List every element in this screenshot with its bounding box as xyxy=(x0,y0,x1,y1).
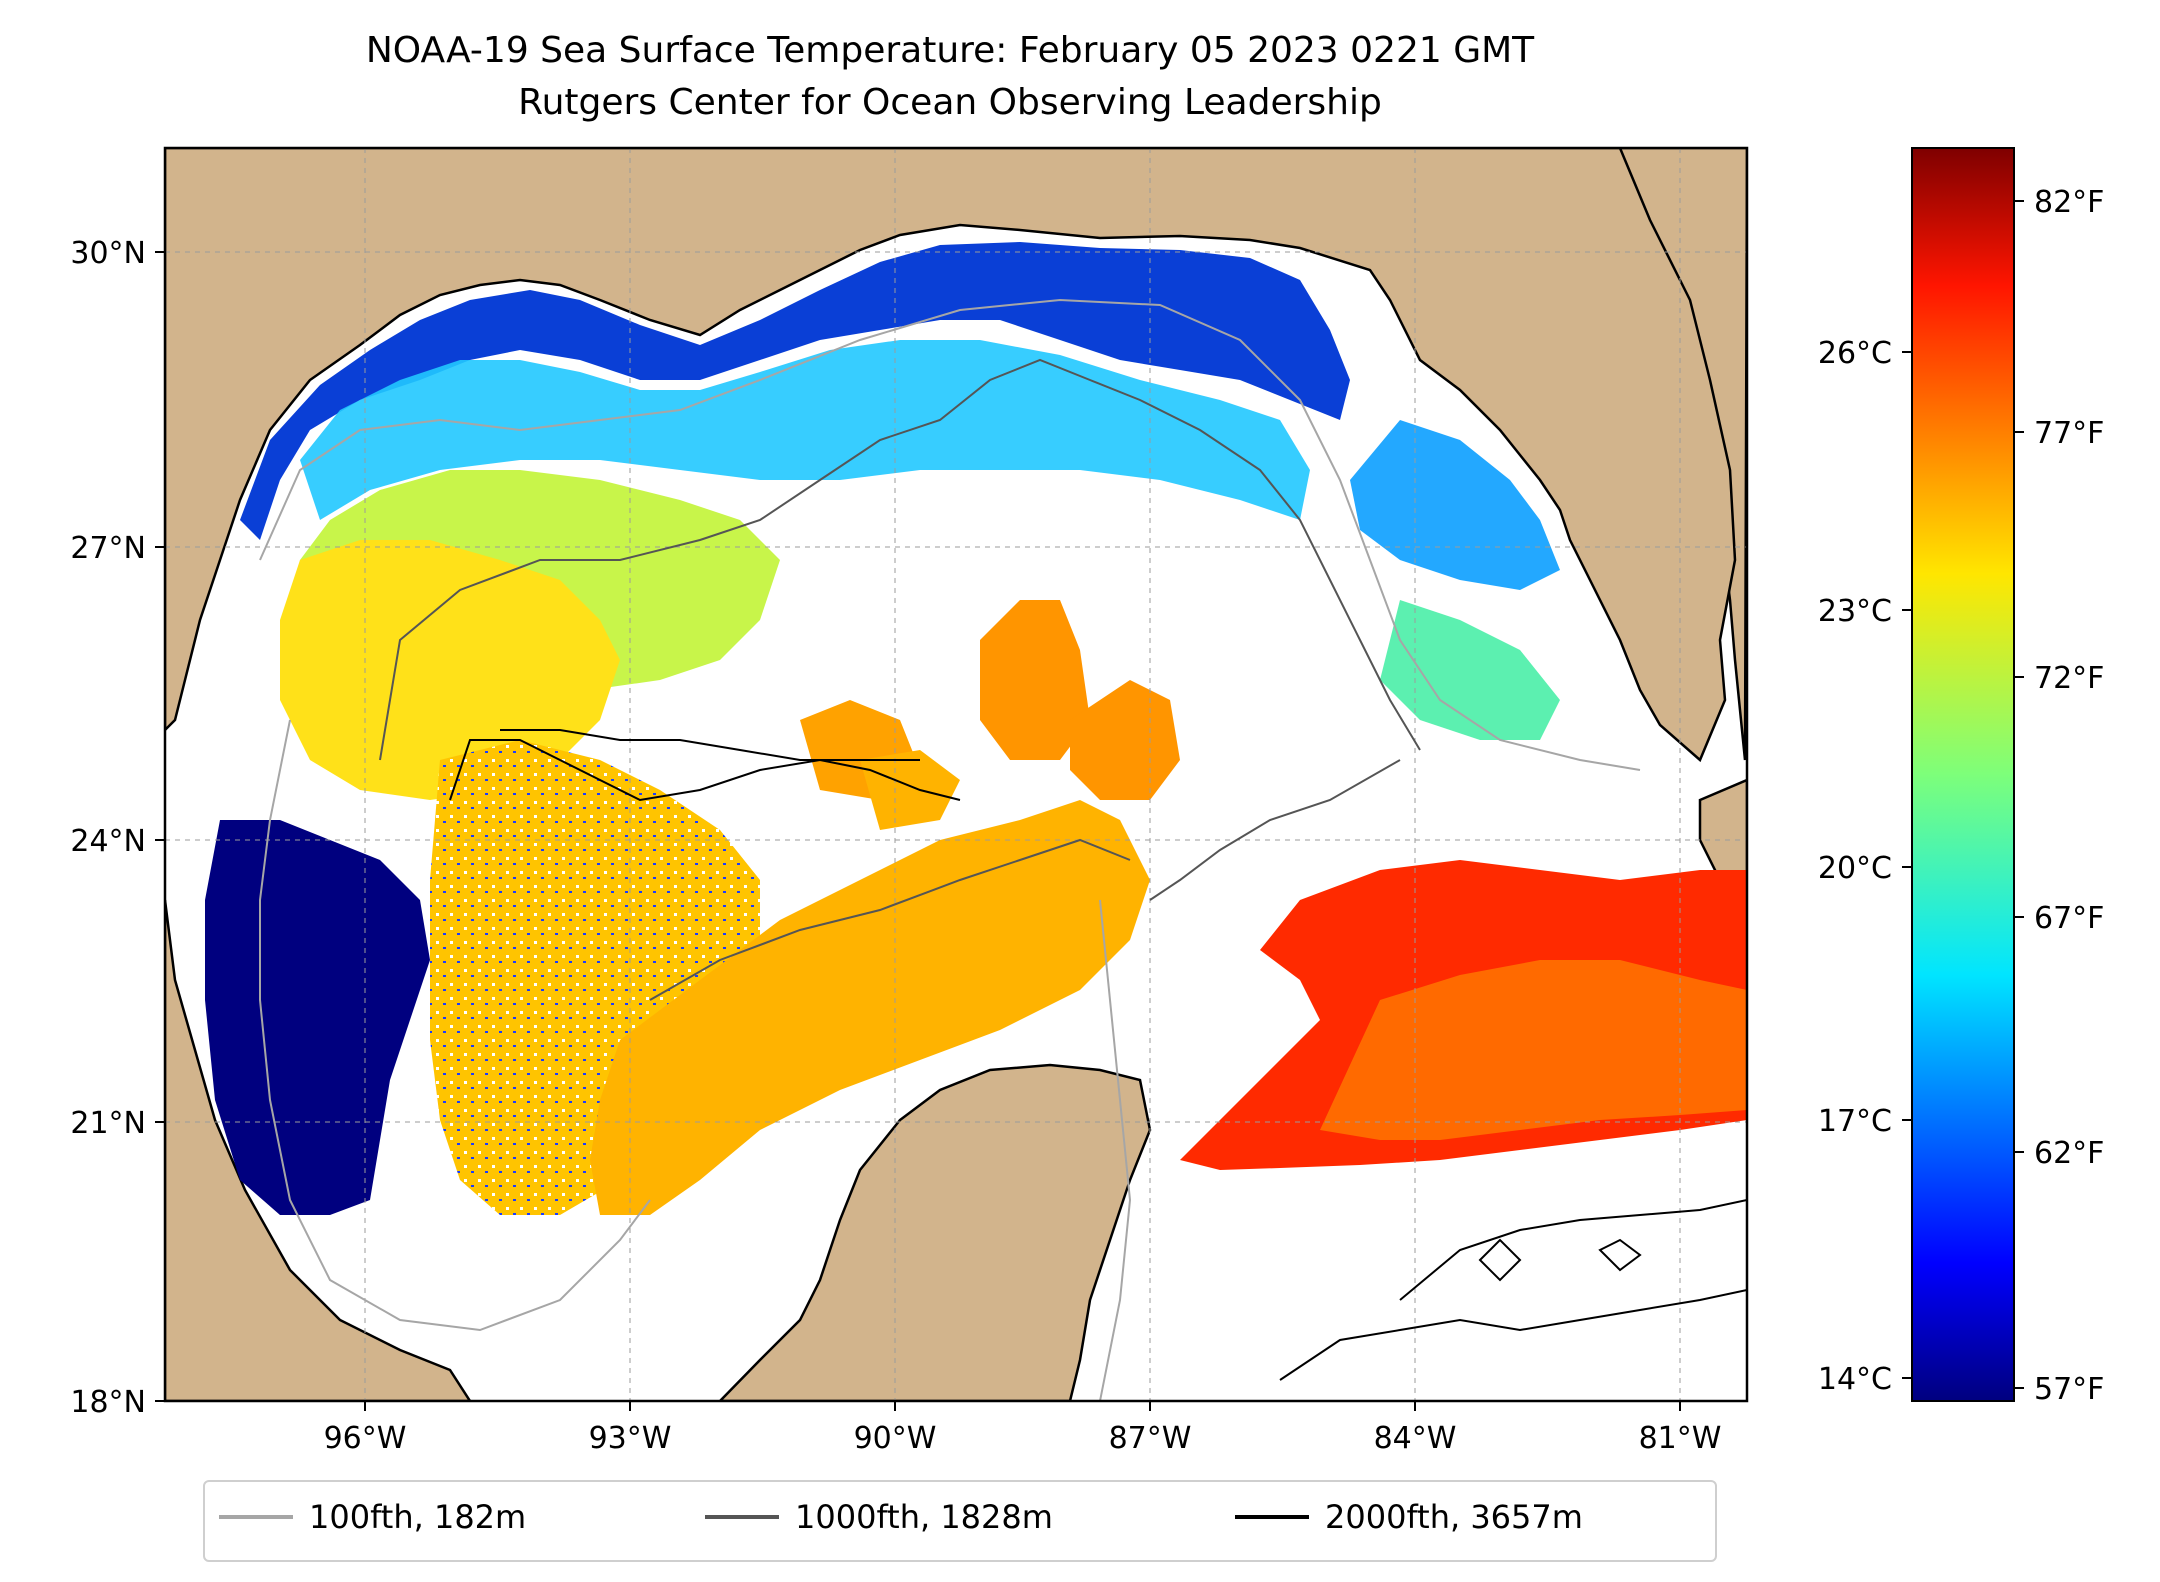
colorbar xyxy=(1911,147,2015,1402)
legend: 100fth, 182m 1000fth, 1828m 2000fth, 365… xyxy=(203,1480,1717,1562)
map-area xyxy=(165,148,1747,1401)
colorbar-celsius-label: 20°C xyxy=(1818,851,1892,886)
legend-label: 2000fth, 3657m xyxy=(1325,1498,1583,1536)
isobath-2000fth xyxy=(449,729,1747,1381)
colorbar-fahrenheit-label: 57°F xyxy=(2034,1372,2104,1407)
colorbar-fahrenheit-label: 82°F xyxy=(2034,185,2104,220)
lon-tick-label: 87°W xyxy=(1109,1421,1192,1456)
legend-swatch xyxy=(705,1515,779,1519)
colorbar-fahrenheit-label: 67°F xyxy=(2034,901,2104,936)
map-frame xyxy=(163,146,1749,1403)
colorbar-celsius-label: 14°C xyxy=(1818,1362,1892,1397)
colorbar-celsius-label: 23°C xyxy=(1818,594,1892,629)
isobath-1000fth xyxy=(379,358,1421,1001)
legend-item-1000fth: 1000fth, 1828m xyxy=(705,1498,1053,1536)
lat-tick-label: 24°N xyxy=(70,824,146,859)
colorbar-fahrenheit-ticks xyxy=(2014,200,2024,1389)
legend-swatch xyxy=(219,1515,293,1519)
colorbar-celsius-label: 26°C xyxy=(1818,336,1892,371)
lon-tick-label: 90°W xyxy=(854,1421,937,1456)
colorbar-celsius-label: 17°C xyxy=(1818,1104,1892,1139)
colorbar-fahrenheit-label: 62°F xyxy=(2034,1136,2104,1171)
colorbar-fahrenheit-label: 77°F xyxy=(2034,416,2104,451)
lon-tick-label: 81°W xyxy=(1639,1421,1722,1456)
lon-tick-label: 84°W xyxy=(1374,1421,1457,1456)
legend-swatch xyxy=(1235,1515,1309,1519)
lon-ticks xyxy=(364,1401,1681,1411)
lon-tick-label: 93°W xyxy=(589,1421,672,1456)
land xyxy=(165,148,1747,1401)
colorbar-celsius-ticks xyxy=(1902,351,1912,1379)
lat-ticks xyxy=(155,251,165,1402)
lon-tick-label: 96°W xyxy=(324,1421,407,1456)
map-subtitle: Rutgers Center for Ocean Observing Leade… xyxy=(518,82,1382,123)
isobath-100fth xyxy=(259,298,1641,1401)
sst-data xyxy=(205,242,1747,1215)
lat-tick-label: 30°N xyxy=(70,236,146,271)
lat-tick-label: 18°N xyxy=(70,1385,146,1420)
legend-item-2000fth: 2000fth, 3657m xyxy=(1235,1498,1583,1536)
map-title: NOAA-19 Sea Surface Temperature: Februar… xyxy=(365,30,1535,71)
colorbar-fahrenheit-label: 72°F xyxy=(2034,661,2104,696)
lat-tick-label: 21°N xyxy=(70,1106,146,1141)
legend-label: 100fth, 182m xyxy=(309,1498,527,1536)
graticule xyxy=(165,148,1747,1401)
legend-item-100fth: 100fth, 182m xyxy=(219,1498,526,1536)
legend-label: 1000fth, 1828m xyxy=(795,1498,1053,1536)
lat-tick-label: 27°N xyxy=(70,531,146,566)
